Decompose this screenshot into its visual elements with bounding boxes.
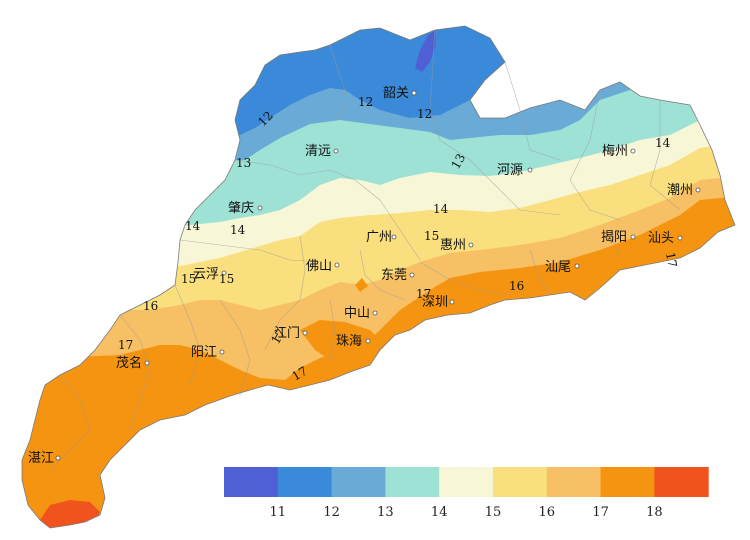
- legend-tick-label: 14: [431, 505, 448, 520]
- city-boundaries: [49, 29, 681, 471]
- legend-swatch: [600, 467, 655, 497]
- city-dot-maoming: [144, 360, 150, 366]
- city-dot-zhanjiang: [55, 455, 61, 461]
- city-label-maoming: 茂名: [116, 355, 142, 371]
- city-label-jieyang: 揭阳: [601, 230, 627, 245]
- city-label-shaoguan: 韶关: [383, 85, 409, 101]
- legend-tick-label: 18: [646, 505, 663, 520]
- city-dot-jiangmen: [302, 330, 308, 336]
- contour-label: 17: [268, 326, 288, 346]
- city-label-shenzhen: 深圳: [422, 295, 448, 310]
- legend-tick-label: 12: [323, 505, 340, 520]
- contour-label: 17: [416, 287, 431, 301]
- city-label-foshan: 佛山: [306, 259, 332, 274]
- legend-swatch: [654, 467, 709, 497]
- legend-swatch: [385, 467, 440, 497]
- city-label-yunfu: 云浮: [193, 267, 219, 282]
- legend-tick-label: 17: [592, 505, 609, 520]
- city-label-heyuan: 河源: [497, 163, 523, 178]
- city-dot-qingyuan: [333, 148, 339, 154]
- legend-swatch: [224, 467, 279, 497]
- city-label-chaozhou: 潮州: [667, 183, 693, 198]
- legend-swatch: [331, 467, 386, 497]
- contour-label: 15: [219, 272, 234, 286]
- legend-swatch: [493, 467, 548, 497]
- legend-swatch: [546, 467, 602, 497]
- legend-tick-label: 11: [270, 505, 287, 520]
- city-label-huizhou: 惠州: [440, 238, 466, 253]
- contour-label: 13: [236, 156, 251, 170]
- contour-label: 16: [509, 279, 524, 293]
- legend-tick-label: 16: [539, 505, 556, 520]
- city-dot-meizhou: [630, 148, 636, 154]
- city-label-qingyuan: 清远: [305, 144, 331, 159]
- contour-label: 12: [358, 95, 373, 109]
- city-dot-shanwei: [574, 263, 580, 269]
- city-label-yangjiang: 阳江: [191, 345, 217, 360]
- city-label-guangzhou: 广州: [366, 230, 392, 245]
- contour-label: 12: [417, 107, 432, 121]
- contour-label: 17: [663, 251, 679, 268]
- city-label-zhongshan: 中山: [344, 306, 370, 321]
- city-dot-foshan: [334, 262, 340, 268]
- contour-label: 14: [185, 219, 201, 233]
- contour-label: 16: [143, 299, 158, 313]
- legend-swatch: [439, 467, 494, 497]
- contour-labels: 12 12 12 13 13 14 14 14 14 15 15 15 16 1…: [118, 95, 679, 384]
- contour-label: 14: [433, 202, 449, 216]
- contour-label: 15: [181, 272, 196, 286]
- city-dot-zhaoqing: [257, 205, 263, 211]
- contour-label: 17: [118, 338, 133, 352]
- city-label-zhanjiang: 湛江: [28, 451, 54, 466]
- city-dot-yunfu: [221, 270, 227, 276]
- city-markers: 韶关 清远 河源 梅州 潮州 肇庆 广州 惠州 揭阳 汕头 云浮 佛山 东莞 汕…: [28, 85, 701, 466]
- city-dot-shantou: [677, 235, 683, 241]
- city-label-jiangmen: 江门: [274, 326, 300, 341]
- city-label-zhaoqing: 肇庆: [228, 201, 254, 216]
- city-dot-jieyang: [630, 234, 636, 240]
- city-dot-shaoguan: [411, 90, 417, 96]
- city-dot-shenzhen: [449, 299, 455, 305]
- legend-swatch: [277, 467, 333, 497]
- contour-label: 13: [448, 151, 468, 171]
- city-dot-zhongshan: [372, 310, 378, 316]
- city-label-shantou: 汕头: [648, 231, 674, 246]
- city-dot-huizhou: [468, 242, 474, 248]
- city-dot-dongguan: [409, 272, 415, 278]
- legend-tick-label: 15: [485, 505, 502, 520]
- city-dot-guangzhou: [391, 234, 397, 240]
- city-label-meizhou: 梅州: [602, 144, 628, 159]
- city-dot-zhuhai: [365, 338, 371, 344]
- city-label-dongguan: 东莞: [381, 268, 407, 283]
- contour-label: 17: [290, 364, 310, 384]
- city-dot-heyuan: [527, 167, 533, 173]
- contour-label: 14: [655, 136, 671, 150]
- city-dot-yangjiang: [219, 349, 225, 355]
- legend-tick-label: 13: [377, 505, 394, 520]
- contour-label: 15: [424, 229, 439, 243]
- contour-label: 14: [230, 223, 246, 237]
- city-label-zhuhai: 珠海: [336, 334, 362, 349]
- legend: 11 12 13 14 15 16 17 18: [224, 467, 709, 520]
- city-label-shanwei: 汕尾: [545, 260, 571, 275]
- city-dot-chaozhou: [695, 187, 701, 193]
